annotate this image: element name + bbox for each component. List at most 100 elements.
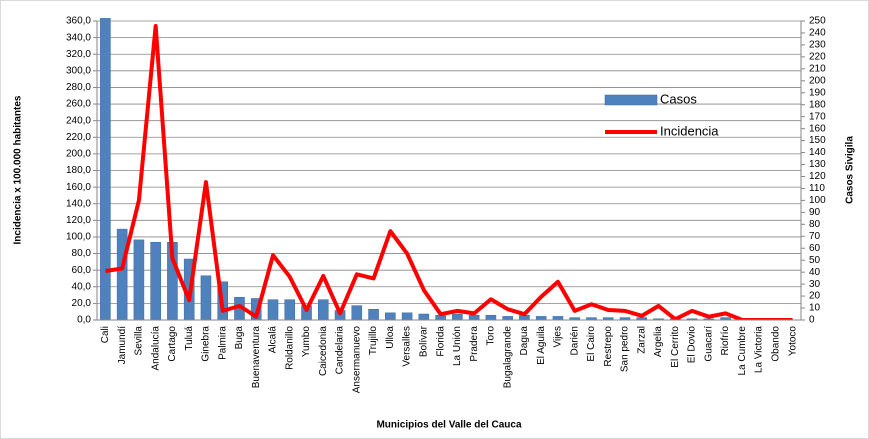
x-tick-label: Ulloa [385,326,396,349]
y2-tick-label: 190 [809,87,826,98]
x-tick-label: Riofrío [720,326,731,356]
x-tick-label: El Aguila [536,326,547,365]
x-tick-label: Buga [234,326,245,350]
x-tick-label: La Victoria [754,326,765,374]
line [105,23,793,320]
x-tick-label: Ansermanuevo [351,326,362,394]
legend-label: Casos [660,91,697,106]
bar [200,275,212,320]
x-tick-label: Toro [486,326,497,346]
x-tick-label: Sevilla [134,326,145,356]
axes: 0,0 20,0 40,0 60,0 80,0 100,0 120,0 140,0 160,0 1… [66,16,826,394]
y2-tick-label: 140 [809,147,826,158]
x-tick-label: Ginebra [201,326,212,362]
y-tick-label: 20,0 [72,298,92,309]
y2-tick-label: 10 [809,303,821,314]
x-tick-label: Cartago [167,326,178,362]
bar [586,317,597,320]
y2-tick-label: 130 [809,159,826,170]
bar [502,316,513,320]
bar [619,317,631,320]
y2-tick-label: 110 [809,183,825,194]
x-tick-label: Bolívar [418,325,429,357]
x-tick-label: Versalles [402,326,413,367]
legend-swatch [604,94,658,106]
y2-tick-label: 80 [809,219,821,230]
bar [385,312,396,320]
x-tick-label: Obando [770,326,781,362]
y2-tick-label: 230 [809,40,826,51]
y2-tick-label: 160 [809,123,826,134]
y2-tick-label: 40 [809,267,821,278]
y-tick-label: 160,0 [66,182,91,193]
bar [720,317,731,320]
y2-tick-label: 90 [809,207,821,218]
y2-tick-label: 150 [809,135,826,146]
y2-tick-label: 220 [809,52,826,63]
x-tick-label: Vijes [553,326,564,348]
y-tick-label: 80,0 [72,248,92,259]
y-tick-label: 360,0 [66,16,91,27]
y2-tick-label: 210 [809,63,826,74]
y-tick-label: 120,0 [66,215,91,226]
x-tick-label: Caicedonia [318,326,329,376]
x-tick-label: El Dovio [687,326,698,364]
y-tick-label: 0,0 [77,315,91,326]
bar [535,316,547,320]
y2-tick-label: 70 [809,231,821,242]
x-tick-label: Andalucía [150,326,161,371]
y-tick-label: 260,0 [66,99,91,110]
x-tick-label: Pradera [469,326,480,362]
bar [602,317,614,320]
bar [150,242,161,320]
y2-tick-label: 170 [809,111,826,122]
y2-tick-label: 30 [809,279,821,290]
x-tick-label: San pedro [620,326,631,373]
x-tick-label: Bugalagrande [502,326,513,389]
y-tick-label: 100,0 [66,232,91,243]
x-tick-label: Candelaria [335,326,346,375]
bar [401,312,413,320]
bar [318,299,329,320]
x-tick-label: Florida [435,326,446,357]
x-tick-label: Guacarí [703,326,714,362]
x-tick-label: Yotoco [787,326,798,357]
bar [552,316,564,320]
y2-tick-label: 120 [809,171,826,182]
y-tick-label: 200,0 [66,149,91,160]
y2-tick-label: 180 [809,99,826,110]
y2-axis-title: Casos Sivigila [845,136,856,204]
bar [267,299,279,320]
y2-tick-label: 100 [809,195,826,206]
y2-tick-label: 0 [809,315,815,326]
y-tick-label: 220,0 [66,132,91,143]
legend-label: Incidencia [660,123,719,138]
x-tick-label: Jamundí [117,326,128,365]
y-tick-label: 280,0 [66,82,91,93]
x-tick-label: El Cerrito [670,326,681,368]
bar [569,317,580,320]
bar [452,313,463,320]
y2-tick-label: 200 [809,75,826,86]
bar [284,299,296,320]
y-tick-label: 140,0 [66,198,91,209]
y-tick-label: 240,0 [66,115,91,126]
x-tick-label: Dagua [519,326,530,356]
y2-tick-label: 20 [809,291,821,302]
x-tick-label: El Cairo [586,326,597,362]
x-tick-label: Trujillo [368,326,379,356]
y-tick-label: 300,0 [66,65,91,76]
x-tick-label: Yumbo [301,326,312,358]
x-tick-label: Darién [569,326,580,355]
x-tick-label: La Cumbre [737,326,748,376]
bar [468,314,480,320]
x-tick-label: Cali [100,326,111,343]
y2-tick-label: 250 [809,16,826,27]
y-tick-label: 60,0 [72,265,92,276]
x-tick-label: Palmira [217,326,228,360]
x-tick-label: Alcalá [268,326,279,354]
x-tick-label: La Unión [452,326,463,366]
x-tick-label: Roldanillo [284,326,295,370]
